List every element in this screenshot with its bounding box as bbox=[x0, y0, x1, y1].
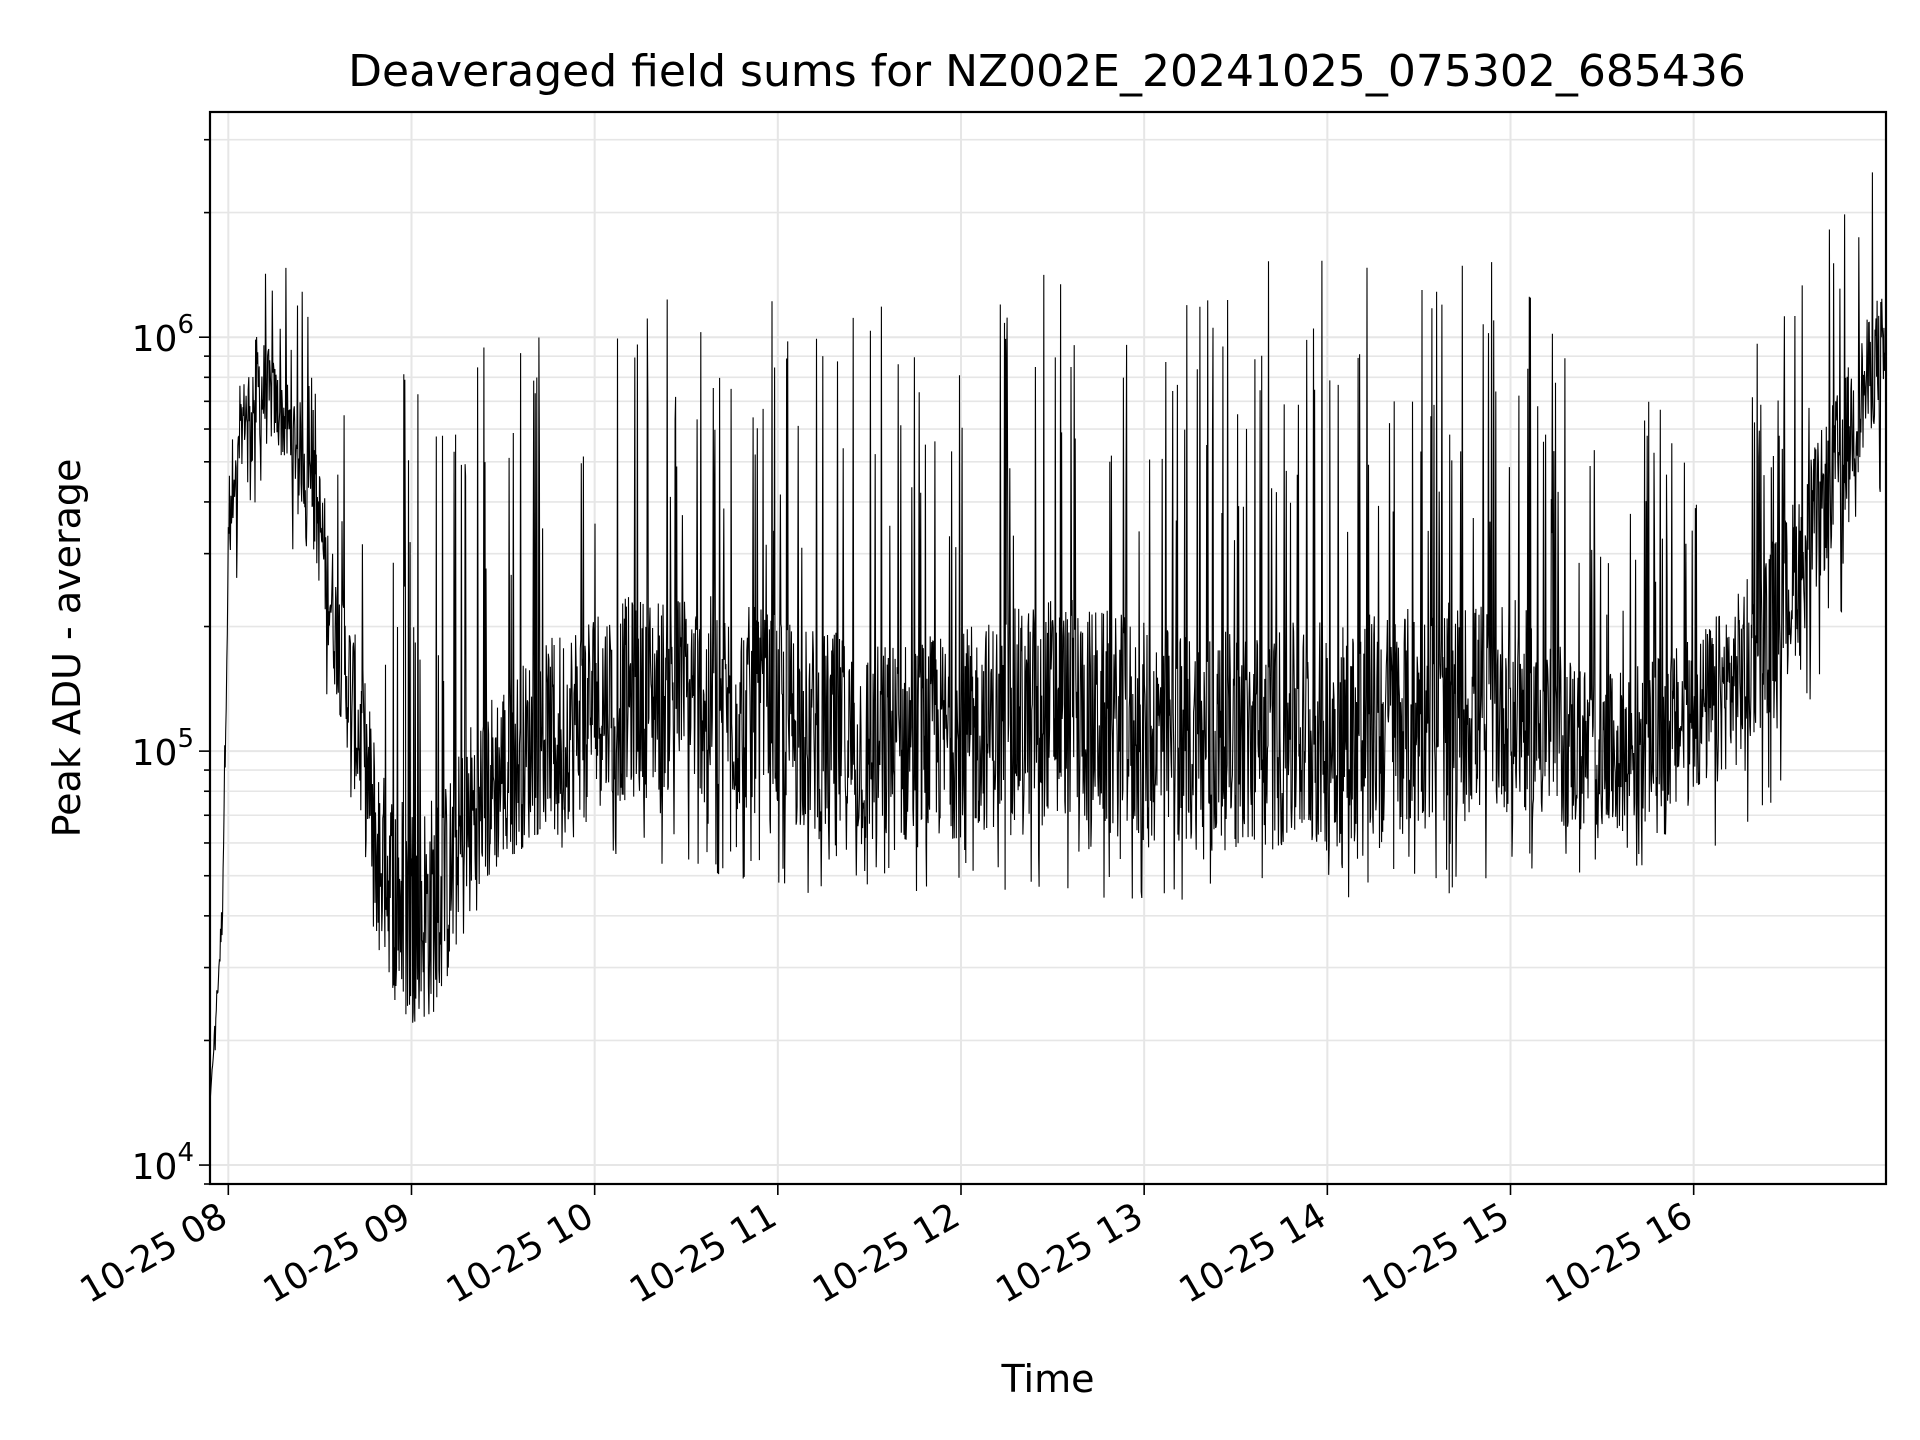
x-axis: 10-25 08 10-25 09 10-25 10 10-25 11 10-25 12… bbox=[73, 1184, 1700, 1312]
y-tick-exponent: 5 bbox=[177, 724, 194, 754]
chart-title: Deaveraged field sums for NZ002E_2024102… bbox=[348, 46, 1746, 97]
y-tick-base: 10 bbox=[132, 733, 178, 774]
y-axis-label: Peak ADU - average bbox=[45, 459, 89, 838]
x-tick-label: 10-25 13 bbox=[989, 1195, 1150, 1311]
y-tick-base: 10 bbox=[132, 1147, 178, 1188]
x-tick-label: 10-25 10 bbox=[440, 1195, 601, 1311]
y-tick-label: 106 bbox=[132, 310, 194, 360]
series-line bbox=[210, 172, 1886, 1105]
x-tick-label: 10-25 09 bbox=[257, 1195, 418, 1311]
x-tick-label: 10-25 14 bbox=[1172, 1195, 1333, 1311]
y-tick-exponent: 4 bbox=[177, 1138, 194, 1168]
plot-frame bbox=[208, 110, 1888, 1186]
y-tick-label: 105 bbox=[132, 724, 194, 774]
y-tick-exponent: 6 bbox=[177, 310, 194, 340]
y-tick-base: 10 bbox=[132, 319, 178, 360]
x-tick-label: 10-25 15 bbox=[1356, 1195, 1517, 1311]
x-axis-label: Time bbox=[1001, 1357, 1095, 1401]
x-tick-label: 10-25 11 bbox=[623, 1195, 784, 1311]
y-tick-label: 104 bbox=[132, 1138, 194, 1188]
x-tick-label: 10-25 08 bbox=[73, 1195, 234, 1311]
plot-area bbox=[210, 172, 1886, 1105]
x-tick-label: 10-25 16 bbox=[1539, 1195, 1700, 1311]
x-tick-label: 10-25 12 bbox=[806, 1195, 967, 1311]
